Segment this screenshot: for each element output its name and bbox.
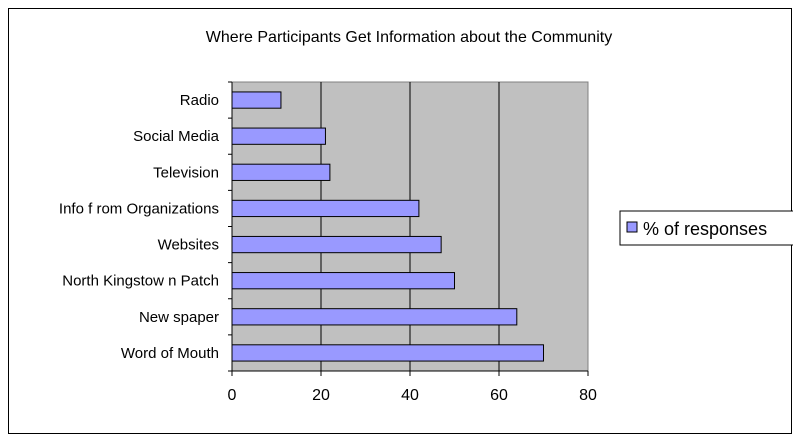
legend-swatch xyxy=(626,221,638,233)
bar-info-from-organizations xyxy=(231,199,420,218)
bar-television xyxy=(231,163,331,181)
category-label: Websites xyxy=(158,237,219,254)
category-label: Radio xyxy=(180,92,219,109)
bar-north-kingstown-patch xyxy=(231,272,455,290)
x-tick-label: 40 xyxy=(401,387,419,404)
x-tick-label: 20 xyxy=(312,387,330,404)
bar-newspaper xyxy=(231,308,518,326)
x-tick-label: 80 xyxy=(579,387,597,404)
chart-title: Where Participants Get Information about… xyxy=(206,29,612,46)
axes xyxy=(228,81,589,376)
legend-box xyxy=(619,210,793,246)
category-label: New spaper xyxy=(139,309,219,326)
bars xyxy=(231,91,544,362)
category-label: Television xyxy=(153,164,219,181)
bar-word-of-mouth xyxy=(231,344,544,362)
legend: % of responses xyxy=(619,210,793,246)
x-tick-label: 60 xyxy=(490,387,508,404)
x-tick-labels: 0 20 40 60 80 xyxy=(228,387,597,404)
chart-frame: Where Participants Get Information about… xyxy=(8,8,793,434)
bar-websites xyxy=(231,235,442,254)
category-label: Social Media xyxy=(133,128,220,145)
category-labels: Radio Social Media Television Info f rom Or… xyxy=(59,92,220,362)
category-label: Info f rom Organizations xyxy=(59,200,219,217)
category-label: North Kingstow n Patch xyxy=(62,273,219,290)
legend-label-series-1: % of responses xyxy=(643,219,767,239)
bar-radio xyxy=(231,91,282,109)
category-label: Word of Mouth xyxy=(121,345,219,362)
x-tick-label: 0 xyxy=(228,387,237,404)
chart-svg: Where Participants Get Information about… xyxy=(59,29,793,404)
bar-social-media xyxy=(231,127,326,145)
